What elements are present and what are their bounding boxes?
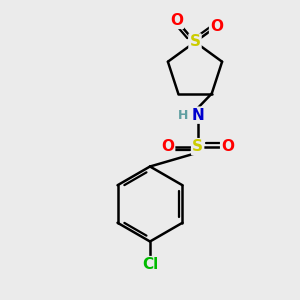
Text: Cl: Cl bbox=[142, 257, 158, 272]
Text: O: O bbox=[170, 13, 183, 28]
Text: O: O bbox=[210, 19, 223, 34]
Text: S: S bbox=[190, 34, 200, 50]
Text: S: S bbox=[192, 139, 203, 154]
Text: N: N bbox=[191, 108, 204, 123]
Text: O: O bbox=[161, 139, 174, 154]
Text: O: O bbox=[221, 139, 234, 154]
Text: H: H bbox=[178, 109, 188, 122]
